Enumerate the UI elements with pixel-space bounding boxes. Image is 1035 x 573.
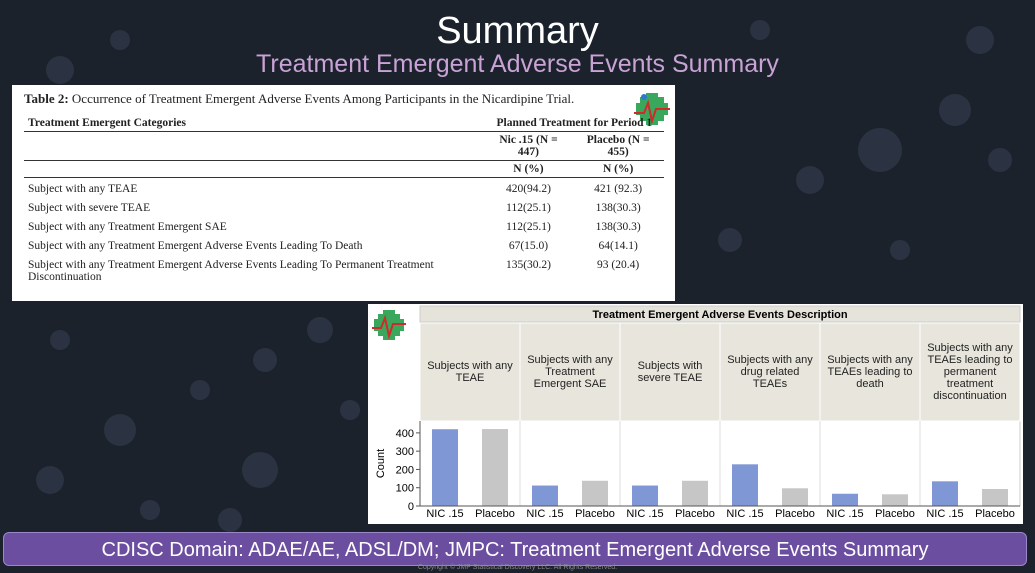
category-header-box: Subjects with severe TEAE (637, 360, 703, 384)
cell: 112(25.1) (506, 202, 551, 214)
bar (932, 481, 958, 506)
category-header: Subjects with any drug related TEAEs (727, 354, 813, 390)
x-tick-label: NIC .15 (626, 508, 663, 520)
column-header: Placebo (N = 455) (586, 134, 650, 158)
cell: 138(30.3) (595, 221, 641, 233)
y-tick-label: 0 (408, 501, 414, 513)
x-tick-label: NIC .15 (526, 508, 563, 520)
table-caption-text: Occurrence of Treatment Emergent Adverse… (71, 91, 575, 106)
x-tick-label: NIC .15 (926, 508, 963, 520)
cell: 421 (92.3) (594, 183, 643, 195)
x-tick-label: Placebo (675, 508, 715, 520)
bar (982, 489, 1008, 506)
category-header: Subjects with any Treatment Emergent SAE (527, 354, 613, 390)
slide-subtitle: Treatment Emergent Adverse Events Summar… (256, 50, 779, 78)
table-row: Subject with any Treatment Emergent Adve… (24, 254, 664, 285)
column-header: Nic .15 (N = 447) (499, 134, 558, 158)
bar (482, 429, 508, 506)
table-caption: Table 2: Occurrence of Treatment Emergen… (24, 91, 574, 107)
table-row: Subject with any Treatment Emergent SAE 1… (24, 216, 664, 235)
chart: Treatment Emergent Adverse Events Descri… (372, 305, 1021, 520)
bar (682, 480, 708, 506)
y-axis-label: Count (375, 449, 387, 478)
cell: 67(15.0) (508, 240, 549, 252)
category-header-box: Subjects with any Treatment Emergent SAE (527, 354, 613, 390)
logo-icon (372, 310, 406, 340)
category-header-bg (619, 322, 721, 422)
row-label: Subject with any Treatment Emergent Adve… (28, 259, 434, 283)
row-label: Subject with any Treatment Emergent SAE (28, 221, 227, 233)
bar (882, 494, 908, 506)
x-tick-label: Placebo (875, 508, 915, 520)
table-row: Subject with any TEAE 420(94.2) 421 (92.3) (24, 178, 664, 198)
logo-icon (634, 93, 670, 125)
category-header: Subjects with any TEAE (427, 360, 513, 384)
category-header-box: Subjects with any drug related TEAEs (727, 354, 813, 390)
x-tick-label: NIC .15 (726, 508, 763, 520)
row-label: Subject with any TEAE (28, 183, 138, 195)
table-label: Table 2: (24, 91, 69, 106)
y-tick-label: 200 (396, 464, 414, 476)
table-panel: Table 2: Occurrence of Treatment Emergen… (12, 85, 675, 301)
category-header-box: Subjects with any TEAEs leading to perma… (927, 342, 1013, 402)
category-header-bg (719, 322, 821, 422)
y-tick-label: 300 (396, 446, 414, 458)
table: Treatment Emergent Categories Planned Tre… (24, 115, 664, 285)
x-tick-label: Placebo (775, 508, 815, 520)
unit-header: N (%) (513, 163, 544, 175)
bar (782, 488, 808, 506)
x-tick-label: NIC .15 (426, 508, 463, 520)
category-header-bg (519, 322, 621, 422)
bar (832, 493, 858, 506)
bar (582, 480, 608, 506)
table-row: Subject with severe TEAE 112(25.1) 138(30.… (24, 197, 664, 216)
unit-header: N (%) (602, 163, 634, 175)
category-header-bg (419, 322, 521, 422)
row-header: Treatment Emergent Categories (28, 117, 186, 129)
cell: 112(25.1) (506, 221, 551, 233)
category-header-box: Subjects with any TEAE (427, 360, 513, 384)
table-row: Subject with any Treatment Emergent Adve… (24, 235, 664, 254)
bar (732, 464, 758, 506)
chart-title: Treatment Emergent Adverse Events Descri… (592, 309, 847, 321)
cell: 420(94.2) (505, 183, 551, 195)
x-tick-label: Placebo (575, 508, 615, 520)
slide-title: Summary (436, 10, 599, 52)
x-tick-label: Placebo (975, 508, 1015, 520)
category-header-bg (819, 322, 921, 422)
copyright: Copyright © JMP Statistical Discovery LL… (417, 564, 618, 571)
bar (432, 429, 458, 506)
x-tick-label: NIC .15 (826, 508, 863, 520)
x-tick-label: Placebo (475, 508, 515, 520)
cell: 138(30.3) (595, 202, 641, 214)
cell: 135(30.2) (505, 259, 551, 271)
row-label: Subject with severe TEAE (28, 202, 151, 214)
y-tick-label: 100 (396, 483, 414, 495)
bar (532, 485, 558, 506)
group-header: Planned Treatment for Period 1 (496, 117, 653, 129)
title-strip (419, 305, 1021, 323)
category-header: Subjects with any TEAEs leading to death (827, 354, 913, 390)
cell: 64(14.1) (598, 240, 638, 252)
category-header: Subjects with severe TEAE (637, 360, 703, 384)
category-header-box: Subjects with any TEAEs leading to death (827, 354, 913, 390)
bar (632, 485, 658, 506)
footer-banner: CDISC Domain: ADAE/AE, ADSL/DM; JMPC: Tr… (3, 532, 1027, 566)
cell: 93 (20.4) (597, 259, 640, 271)
category-header-bg (919, 322, 1021, 422)
row-label: Subject with any Treatment Emergent Adve… (28, 240, 363, 252)
category-header: Subjects with any TEAEs leading to perma… (927, 342, 1013, 402)
chart-panel: Treatment Emergent Adverse Events Descri… (368, 304, 1023, 524)
y-tick-label: 400 (396, 428, 414, 440)
